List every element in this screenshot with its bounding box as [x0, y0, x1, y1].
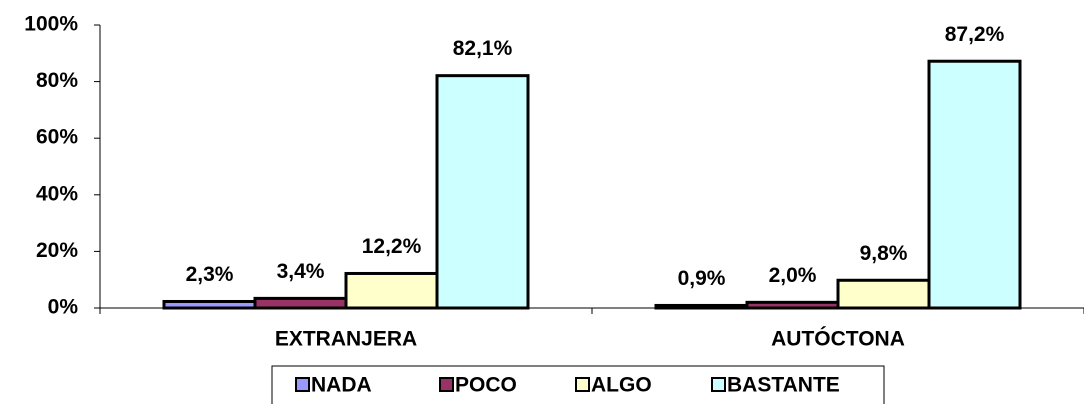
y-tick-label: 20% — [36, 239, 78, 262]
bar — [927, 59, 1022, 310]
legend-swatch — [575, 377, 590, 392]
legend-swatch — [711, 377, 726, 392]
y-tick-label: 60% — [36, 126, 78, 149]
x-tick-label: EXTRANJERA — [275, 328, 417, 351]
y-tick-label: 80% — [36, 69, 78, 92]
bar — [836, 278, 931, 310]
bar — [162, 299, 257, 310]
value-label: 2,0% — [769, 264, 817, 287]
bar — [435, 74, 530, 310]
bar — [745, 300, 840, 310]
legend-swatch — [439, 377, 454, 392]
legend-label: ALGO — [591, 374, 652, 397]
legend-swatch — [295, 377, 310, 392]
y-tick-label: 100% — [24, 13, 78, 36]
value-label: 9,8% — [860, 242, 908, 265]
y-tick-label: 40% — [36, 182, 78, 205]
bar — [654, 303, 749, 310]
value-label: 0,9% — [678, 267, 726, 290]
value-label: 87,2% — [945, 23, 1005, 46]
value-label: 3,4% — [277, 260, 325, 283]
legend-label: BASTANTE — [727, 374, 840, 397]
legend-label: POCO — [455, 374, 517, 397]
x-tick-label: AUTÓCTONA — [771, 327, 905, 351]
value-label: 12,2% — [362, 235, 422, 258]
value-label: 2,3% — [186, 263, 234, 286]
y-tick-label: 0% — [48, 296, 79, 319]
legend-label: NADA — [311, 374, 372, 397]
bar — [253, 296, 348, 310]
value-label: 82,1% — [453, 37, 513, 60]
bar — [344, 271, 439, 310]
